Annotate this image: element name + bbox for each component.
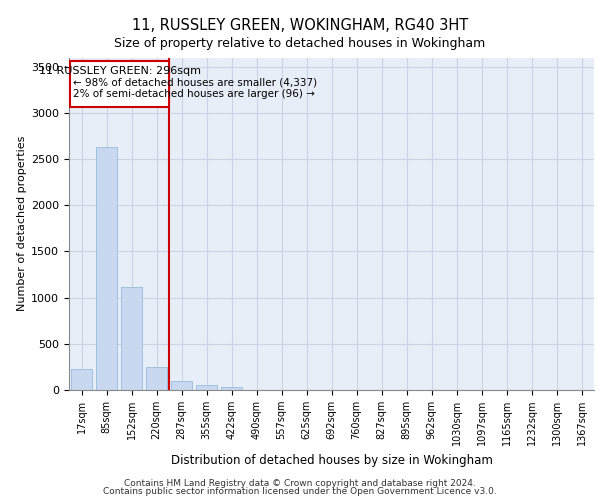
Bar xyxy=(171,381,192,390)
Bar xyxy=(96,147,117,390)
Text: 11, RUSSLEY GREEN, WOKINGHAM, RG40 3HT: 11, RUSSLEY GREEN, WOKINGHAM, RG40 3HT xyxy=(132,18,468,32)
Text: 2% of semi-detached houses are larger (96) →: 2% of semi-detached houses are larger (9… xyxy=(73,89,314,99)
Bar xyxy=(121,286,142,390)
Bar xyxy=(196,385,217,390)
Text: 11 RUSSLEY GREEN: 296sqm: 11 RUSSLEY GREEN: 296sqm xyxy=(38,66,200,76)
Bar xyxy=(71,369,92,390)
Text: ← 98% of detached houses are smaller (4,337): ← 98% of detached houses are smaller (4,… xyxy=(73,78,317,88)
Text: Contains public sector information licensed under the Open Government Licence v3: Contains public sector information licen… xyxy=(103,487,497,496)
FancyBboxPatch shape xyxy=(70,61,169,108)
Bar xyxy=(146,367,167,390)
Y-axis label: Number of detached properties: Number of detached properties xyxy=(17,136,27,312)
Bar xyxy=(221,387,242,390)
Text: Size of property relative to detached houses in Wokingham: Size of property relative to detached ho… xyxy=(115,38,485,51)
X-axis label: Distribution of detached houses by size in Wokingham: Distribution of detached houses by size … xyxy=(170,454,493,466)
Text: Contains HM Land Registry data © Crown copyright and database right 2024.: Contains HM Land Registry data © Crown c… xyxy=(124,478,476,488)
